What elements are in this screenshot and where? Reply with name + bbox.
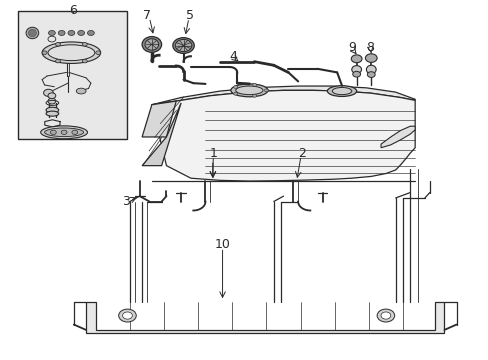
Ellipse shape xyxy=(48,45,95,60)
Text: 8: 8 xyxy=(366,41,373,54)
Ellipse shape xyxy=(72,130,78,134)
Ellipse shape xyxy=(175,40,191,51)
Text: 7: 7 xyxy=(142,9,151,22)
Ellipse shape xyxy=(26,27,39,39)
Ellipse shape xyxy=(56,59,61,63)
Ellipse shape xyxy=(68,31,75,36)
Ellipse shape xyxy=(119,309,136,322)
Ellipse shape xyxy=(366,72,374,77)
Polygon shape xyxy=(152,90,414,181)
Ellipse shape xyxy=(145,39,158,50)
Ellipse shape xyxy=(233,86,237,89)
Ellipse shape xyxy=(41,126,87,139)
Bar xyxy=(18,12,127,139)
Ellipse shape xyxy=(351,66,361,73)
Ellipse shape xyxy=(56,42,61,46)
Ellipse shape xyxy=(376,309,394,322)
Ellipse shape xyxy=(142,37,161,52)
Ellipse shape xyxy=(96,51,101,54)
Ellipse shape xyxy=(365,54,376,62)
Ellipse shape xyxy=(230,84,267,97)
Polygon shape xyxy=(142,101,176,137)
Text: 3: 3 xyxy=(122,195,130,208)
Ellipse shape xyxy=(327,86,356,96)
Ellipse shape xyxy=(50,130,56,134)
Ellipse shape xyxy=(252,84,256,86)
Text: 1: 1 xyxy=(209,147,217,159)
Ellipse shape xyxy=(252,94,256,97)
Ellipse shape xyxy=(82,42,87,46)
Text: 9: 9 xyxy=(347,41,355,54)
Ellipse shape xyxy=(172,38,194,53)
Ellipse shape xyxy=(366,65,375,74)
Polygon shape xyxy=(380,126,414,148)
Ellipse shape xyxy=(42,51,47,54)
Ellipse shape xyxy=(46,107,59,113)
Ellipse shape xyxy=(264,89,268,92)
Text: 6: 6 xyxy=(69,4,77,17)
Text: 4: 4 xyxy=(229,50,237,63)
Ellipse shape xyxy=(76,88,86,94)
Ellipse shape xyxy=(122,312,132,319)
Polygon shape xyxy=(86,302,444,333)
Ellipse shape xyxy=(82,59,87,63)
Text: 2: 2 xyxy=(298,147,305,159)
Ellipse shape xyxy=(380,312,390,319)
Ellipse shape xyxy=(48,93,56,99)
Ellipse shape xyxy=(235,86,263,95)
Ellipse shape xyxy=(61,130,67,134)
Polygon shape xyxy=(142,103,181,166)
Ellipse shape xyxy=(43,89,53,96)
Ellipse shape xyxy=(48,31,55,36)
Ellipse shape xyxy=(46,111,59,116)
Text: 10: 10 xyxy=(214,238,230,251)
Ellipse shape xyxy=(48,98,56,104)
Ellipse shape xyxy=(87,31,94,36)
Ellipse shape xyxy=(350,55,361,63)
Text: 5: 5 xyxy=(185,9,193,22)
Ellipse shape xyxy=(78,31,84,36)
Ellipse shape xyxy=(352,71,360,77)
Ellipse shape xyxy=(42,42,101,63)
Ellipse shape xyxy=(331,87,351,95)
Ellipse shape xyxy=(233,92,237,95)
Ellipse shape xyxy=(44,128,83,136)
Polygon shape xyxy=(152,86,414,105)
Ellipse shape xyxy=(28,30,36,37)
Ellipse shape xyxy=(58,31,65,36)
